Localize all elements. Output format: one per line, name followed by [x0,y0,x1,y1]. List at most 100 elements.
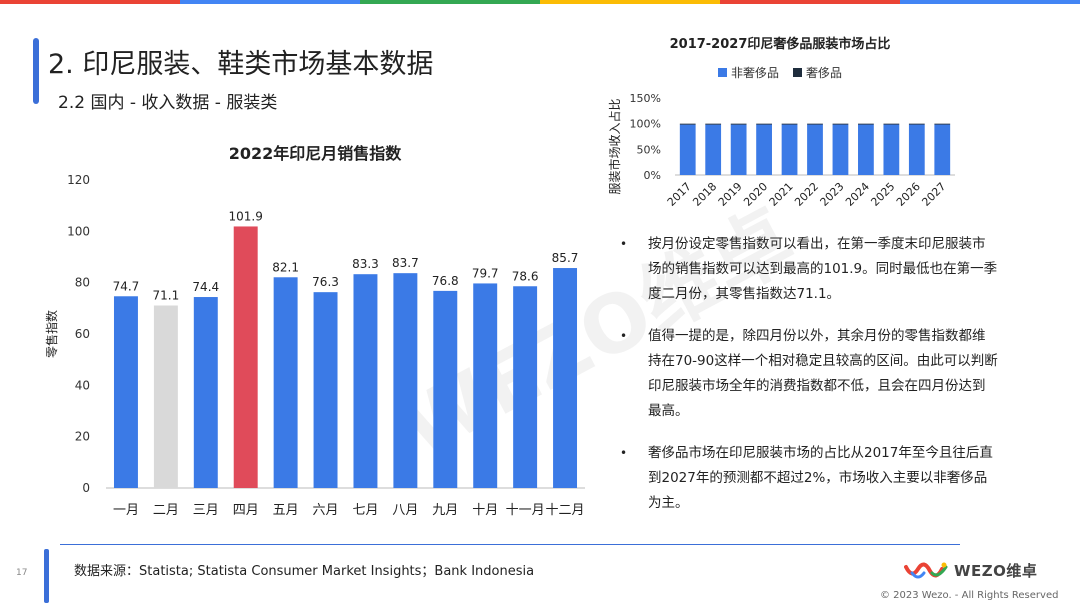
page-number: 17 [16,568,28,578]
data-label: 101.9 [229,209,263,223]
bar [273,277,298,488]
bar-luxury [781,123,798,125]
data-label: 83.7 [392,256,419,270]
data-label: 76.8 [432,274,459,288]
x-tick-label: 三月 [193,503,219,518]
bar-luxury [934,123,951,125]
y-tick-label: 60 [75,327,90,341]
strip-segment [0,0,180,4]
legend-label: 非奢侈品 [731,66,780,80]
data-label: 85.7 [552,251,579,265]
bar [473,283,498,488]
y-tick-label: 120 [67,173,90,187]
x-tick-label: 2021 [767,180,796,209]
x-tick-label: 十一月 [506,503,545,518]
legend-label: 奢侈品 [806,66,843,80]
strip-segment [540,0,720,4]
footer-accent-bar [44,549,49,603]
title-accent-bar [33,38,39,104]
bar-non-luxury [908,124,925,175]
y-tick-label: 0 [82,481,90,495]
bar [393,273,418,488]
bar [193,297,218,488]
share-chart-legend: 非奢侈品 奢侈品 [718,64,842,81]
luxury-share-chart: 服装市场收入占比 0%50%100%150%2017201820192020202… [607,92,955,209]
x-tick-label: 2022 [792,180,821,209]
y-tick-label: 50% [637,143,661,156]
y-tick-label: 20 [75,430,90,444]
bar-non-luxury [781,124,798,175]
y-tick-label: 100 [67,224,90,238]
share-chart-title: 2017-2027印尼奢侈品服装市场占比 [669,37,891,52]
bar-non-luxury [807,124,823,175]
bullet-point: 值得一提的是，除四月份以外，其余月份的零售指数都维持在70-90这样一个相对稳定… [618,324,998,424]
page-subtitle: 2.2 国内 - 收入数据 - 服装类 [58,93,278,113]
x-tick-label: 2019 [716,180,745,209]
top-color-strip [0,0,1080,4]
x-tick-label: 2020 [741,180,770,209]
data-label: 78.6 [512,269,539,283]
x-tick-label: 2026 [894,180,923,209]
bar-non-luxury [705,124,722,175]
monthly-sales-index-chart: 零售指数 0 20 40 60 80 100 120 74.7 一月 71.1 二月 74.4 三月 101… [44,173,585,518]
bar-non-luxury [756,124,772,175]
data-label: 82.1 [272,260,299,274]
x-tick-label: 十二月 [546,503,585,518]
strip-segment [900,0,1080,4]
strip-segment [360,0,540,4]
y-axis-label: 零售指数 [44,310,59,358]
data-label: 71.1 [153,289,180,303]
x-tick-label: 2017 [665,180,694,209]
legend-swatch [793,68,803,77]
bar-luxury [730,123,747,125]
x-tick-label: 六月 [313,503,339,518]
copyright: © 2023 Wezo. - All Rights Reserved [880,590,1059,601]
legend-swatch [718,68,727,77]
bar-non-luxury [832,124,849,175]
bar-luxury [807,123,823,125]
x-tick-label: 2025 [868,180,897,209]
bullet-point: 奢侈品市场在印尼服装市场的占比从2017年至今且往后直到2027年的预测都不超过… [618,441,998,516]
x-tick-label: 2024 [843,180,872,209]
y-tick-label: 100% [630,118,661,131]
bar [553,268,578,488]
bar-luxury [858,123,874,125]
data-source: 数据来源：Statista; Statista Consumer Market … [74,564,535,579]
bar [113,296,138,488]
bar [433,290,458,488]
bar-non-luxury [858,124,874,175]
logo-icon [904,562,948,578]
x-tick-label: 2018 [690,180,719,209]
x-tick-label: 五月 [273,503,299,518]
y-tick-label: 0% [644,169,661,182]
x-tick-label: 2023 [818,180,847,209]
y-tick-label: 40 [75,378,90,392]
logo-text: WEZO维卓 [954,562,1038,580]
bar-luxury [908,123,925,125]
bar-non-luxury [934,124,951,175]
bar [153,305,178,488]
x-tick-label: 一月 [113,503,139,518]
data-label: 74.4 [192,280,219,294]
data-label: 74.7 [113,279,140,293]
bar-non-luxury [883,124,900,175]
strip-segment [720,0,900,4]
data-label: 79.7 [472,266,499,280]
bar-luxury [883,123,900,125]
bar [313,292,338,488]
bar-luxury [705,123,722,125]
page-title: 2. 印尼服装、鞋类市场基本数据 [48,49,434,80]
legend-item-non-luxury: 非奢侈品 [718,64,779,81]
bar [233,226,258,488]
bullet-point: 按月份设定零售指数可以看出，在第一季度末印尼服装市场的销售指数可以达到最高的10… [618,232,998,307]
legend-item-luxury: 奢侈品 [793,64,842,81]
x-tick-label: 二月 [153,503,179,518]
y-tick-label: 80 [75,276,90,290]
wezo-logo: WEZO维卓 [904,560,1037,581]
x-tick-label: 九月 [432,503,458,518]
main-chart-title: 2022年印尼月销售指数 [228,144,402,163]
bar-non-luxury [679,124,696,175]
bar-non-luxury [730,124,747,175]
x-tick-label: 2027 [919,180,948,209]
y-tick-label: 150% [630,92,661,105]
